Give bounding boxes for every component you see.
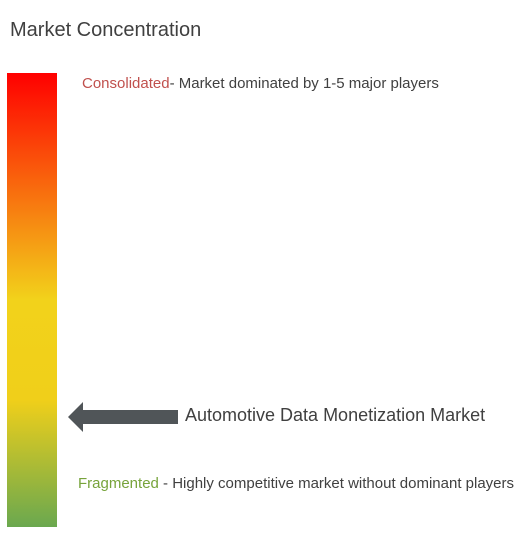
consolidated-term: Consolidated <box>82 75 170 92</box>
fragmented-description: - Highly competitive market without domi… <box>158 475 515 492</box>
consolidated-description: - Market dominated by 1-5 major players <box>169 75 439 92</box>
market-position-label: Automotive Data Monetization Market <box>185 405 486 425</box>
page-title: Market Concentration <box>10 19 202 41</box>
gradient-fill <box>7 73 57 527</box>
concentration-gradient-bar <box>7 73 57 527</box>
fragmented-term: Fragmented <box>78 475 159 492</box>
consolidated-label: Consolidated- Market dominated by 1-5 ma… <box>82 75 439 92</box>
left-arrow-icon <box>68 402 178 432</box>
fragmented-label: Fragmented - Highly competitive market w… <box>78 469 523 499</box>
